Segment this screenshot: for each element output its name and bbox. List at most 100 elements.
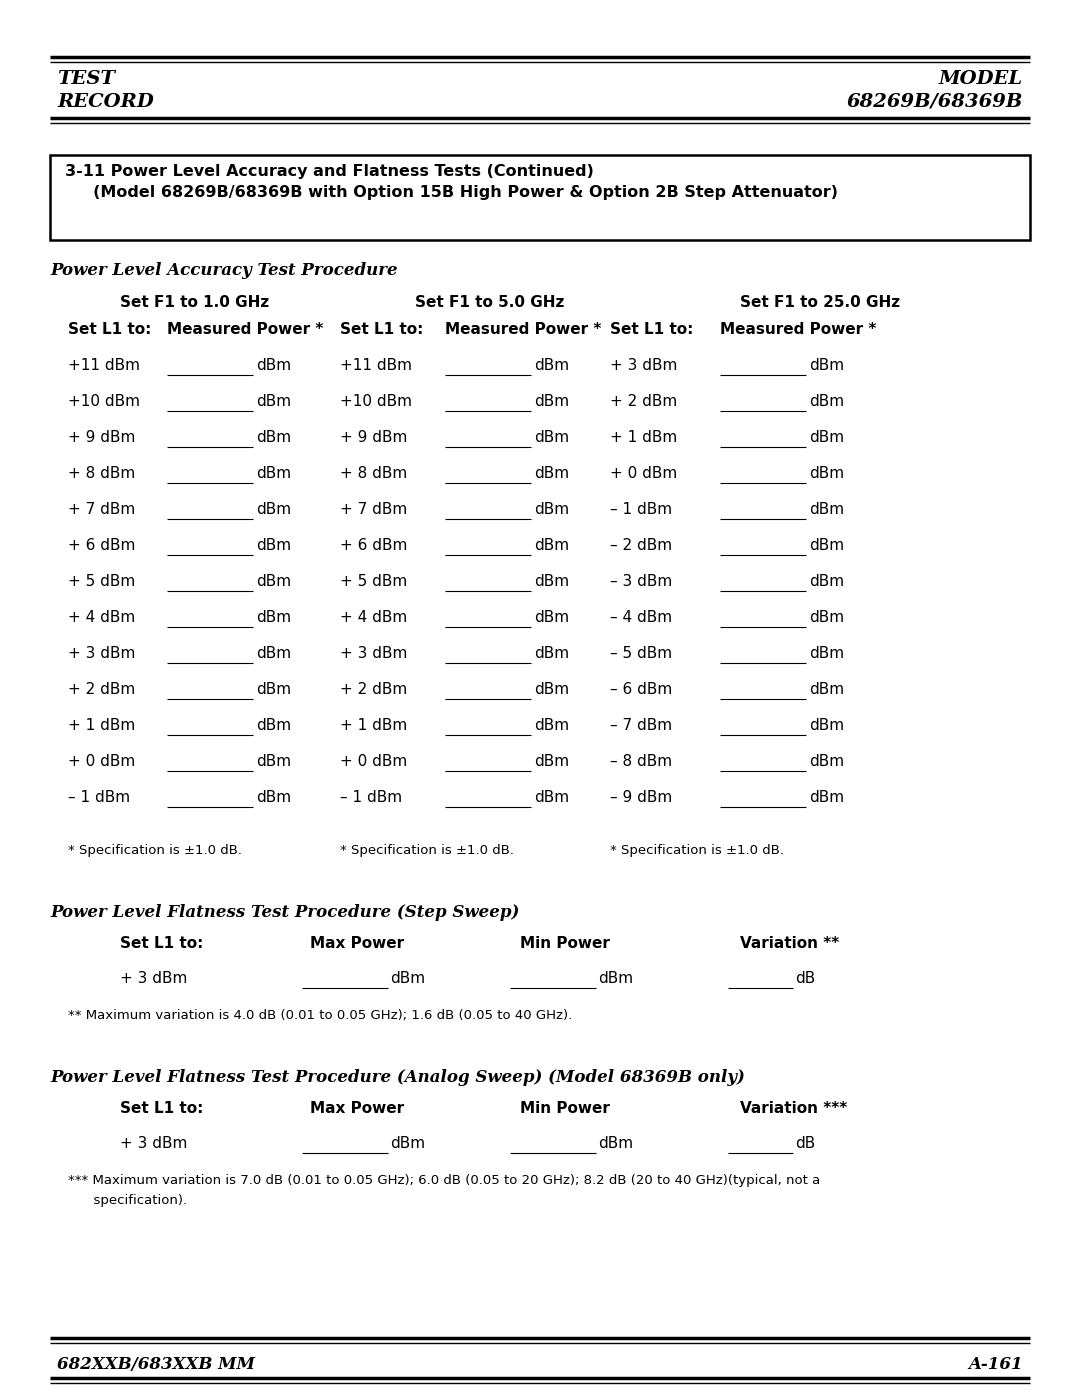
Text: – 4 dBm: – 4 dBm [610, 610, 672, 624]
Text: + 1 dBm: + 1 dBm [340, 718, 407, 733]
Text: dBm: dBm [534, 430, 569, 446]
Text: dB: dB [795, 971, 815, 986]
Text: dBm: dBm [534, 645, 569, 661]
Text: dBm: dBm [809, 430, 845, 446]
Text: dBm: dBm [256, 574, 292, 590]
Text: + 5 dBm: + 5 dBm [68, 574, 135, 590]
Text: + 0 dBm: + 0 dBm [68, 754, 135, 768]
Text: dBm: dBm [256, 502, 292, 517]
Text: dBm: dBm [534, 610, 569, 624]
Text: + 1 dBm: + 1 dBm [610, 430, 677, 446]
Text: + 2 dBm: + 2 dBm [340, 682, 407, 697]
Text: dBm: dBm [534, 538, 569, 553]
Text: dBm: dBm [256, 467, 292, 481]
Text: dBm: dBm [534, 394, 569, 409]
Text: A-161: A-161 [969, 1356, 1023, 1373]
Text: dBm: dBm [390, 971, 426, 986]
Text: Set L1 to:: Set L1 to: [120, 1101, 203, 1116]
Text: – 6 dBm: – 6 dBm [610, 682, 672, 697]
Text: Min Power: Min Power [519, 1101, 610, 1116]
Text: dBm: dBm [256, 610, 292, 624]
Text: – 1 dBm: – 1 dBm [340, 789, 402, 805]
Text: – 1 dBm: – 1 dBm [68, 789, 130, 805]
Text: dBm: dBm [390, 1136, 426, 1151]
Text: + 2 dBm: + 2 dBm [610, 394, 677, 409]
Text: – 9 dBm: – 9 dBm [610, 789, 672, 805]
Text: dBm: dBm [256, 754, 292, 768]
Text: + 5 dBm: + 5 dBm [340, 574, 407, 590]
Text: dBm: dBm [809, 574, 845, 590]
Text: Variation ***: Variation *** [740, 1101, 847, 1116]
Text: + 3 dBm: + 3 dBm [120, 1136, 187, 1151]
Text: + 4 dBm: + 4 dBm [68, 610, 135, 624]
Text: 3-11 Power Level Accuracy and Flatness Tests (Continued): 3-11 Power Level Accuracy and Flatness T… [65, 163, 594, 179]
Text: Set F1 to 1.0 GHz: Set F1 to 1.0 GHz [120, 295, 270, 310]
Text: – 7 dBm: – 7 dBm [610, 718, 672, 733]
Text: *** Maximum variation is 7.0 dB (0.01 to 0.05 GHz); 6.0 dB (0.05 to 20 GHz); 8.2: *** Maximum variation is 7.0 dB (0.01 to… [68, 1173, 820, 1187]
Text: dBm: dBm [256, 430, 292, 446]
Text: Max Power: Max Power [310, 1101, 404, 1116]
Text: RECORD: RECORD [57, 94, 153, 110]
Text: – 3 dBm: – 3 dBm [610, 574, 672, 590]
Text: + 7 dBm: + 7 dBm [340, 502, 407, 517]
Text: + 8 dBm: + 8 dBm [340, 467, 407, 481]
Text: – 1 dBm: – 1 dBm [610, 502, 672, 517]
Text: Power Level Accuracy Test Procedure: Power Level Accuracy Test Procedure [50, 263, 397, 279]
Text: 682XXB/683XXB MM: 682XXB/683XXB MM [57, 1356, 255, 1373]
Text: Set L1 to:: Set L1 to: [340, 321, 423, 337]
Text: dBm: dBm [598, 971, 633, 986]
Text: * Specification is ±1.0 dB.: * Specification is ±1.0 dB. [68, 844, 242, 856]
Text: Set F1 to 5.0 GHz: Set F1 to 5.0 GHz [416, 295, 565, 310]
Text: dBm: dBm [256, 718, 292, 733]
Text: – 8 dBm: – 8 dBm [610, 754, 672, 768]
Text: Power Level Flatness Test Procedure (Analog Sweep) (Model 68369B only): Power Level Flatness Test Procedure (Ana… [50, 1069, 745, 1085]
Text: dBm: dBm [256, 394, 292, 409]
Text: dBm: dBm [809, 538, 845, 553]
Text: dBm: dBm [256, 682, 292, 697]
Text: Variation **: Variation ** [740, 936, 839, 951]
Text: dBm: dBm [256, 538, 292, 553]
Text: ** Maximum variation is 4.0 dB (0.01 to 0.05 GHz); 1.6 dB (0.05 to 40 GHz).: ** Maximum variation is 4.0 dB (0.01 to … [68, 1009, 572, 1023]
Text: +10 dBm: +10 dBm [340, 394, 411, 409]
Text: dBm: dBm [256, 789, 292, 805]
Text: + 2 dBm: + 2 dBm [68, 682, 135, 697]
Text: Set L1 to:: Set L1 to: [120, 936, 203, 951]
Text: dBm: dBm [809, 358, 845, 373]
Text: dBm: dBm [534, 502, 569, 517]
Text: Set L1 to:: Set L1 to: [610, 321, 693, 337]
Text: + 3 dBm: + 3 dBm [68, 645, 135, 661]
Text: 68269B/68369B: 68269B/68369B [847, 94, 1023, 110]
Text: dBm: dBm [809, 394, 845, 409]
Text: dBm: dBm [256, 358, 292, 373]
Bar [50, 155, 1030, 240]
Text: dBm: dBm [809, 682, 845, 697]
Text: + 8 dBm: + 8 dBm [68, 467, 135, 481]
Text: * Specification is ±1.0 dB.: * Specification is ±1.0 dB. [610, 844, 784, 856]
Text: + 0 dBm: + 0 dBm [340, 754, 407, 768]
Text: Power Level Flatness Test Procedure (Step Sweep): Power Level Flatness Test Procedure (Ste… [50, 904, 519, 921]
Text: dB: dB [795, 1136, 815, 1151]
Text: dBm: dBm [534, 682, 569, 697]
Text: + 9 dBm: + 9 dBm [340, 430, 407, 446]
Text: + 7 dBm: + 7 dBm [68, 502, 135, 517]
Text: +11 dBm: +11 dBm [68, 358, 140, 373]
Text: +11 dBm: +11 dBm [340, 358, 411, 373]
Text: +10 dBm: +10 dBm [68, 394, 140, 409]
Text: dBm: dBm [534, 358, 569, 373]
Text: – 2 dBm: – 2 dBm [610, 538, 672, 553]
Text: dBm: dBm [598, 1136, 633, 1151]
Text: MODEL: MODEL [939, 70, 1023, 88]
Text: Set L1 to:: Set L1 to: [68, 321, 151, 337]
Text: dBm: dBm [809, 610, 845, 624]
Text: Measured Power *: Measured Power * [720, 321, 876, 337]
Text: dBm: dBm [534, 467, 569, 481]
Text: + 6 dBm: + 6 dBm [340, 538, 407, 553]
Text: + 1 dBm: + 1 dBm [68, 718, 135, 733]
Text: Measured Power *: Measured Power * [167, 321, 323, 337]
Text: Max Power: Max Power [310, 936, 404, 951]
Text: + 3 dBm: + 3 dBm [610, 358, 677, 373]
Text: dBm: dBm [809, 718, 845, 733]
Text: + 0 dBm: + 0 dBm [610, 467, 677, 481]
Text: Set F1 to 25.0 GHz: Set F1 to 25.0 GHz [740, 295, 900, 310]
Text: dBm: dBm [534, 574, 569, 590]
